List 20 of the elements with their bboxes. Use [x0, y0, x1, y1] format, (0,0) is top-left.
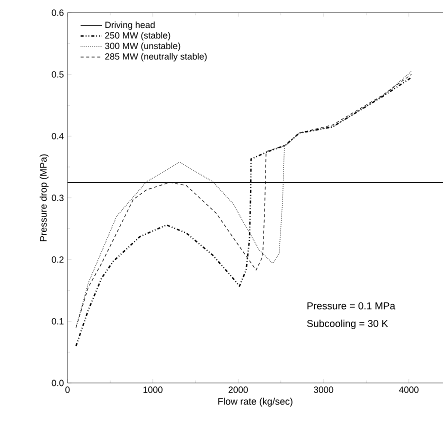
annotation: Pressure = 0.1 MPa: [307, 302, 396, 310]
x-tick-label: 1000: [144, 386, 163, 393]
x-tick-label: 3000: [314, 386, 334, 393]
y-tick-label: 0.1: [52, 318, 64, 324]
y-tick-label: 0.2: [52, 256, 64, 263]
legend-label: 285 MW (neutrally stable): [105, 53, 207, 62]
x-tick-label: 0: [65, 386, 70, 393]
y-tick-label: 0.3: [52, 194, 64, 202]
x-tick-label: 2000: [228, 386, 248, 393]
y-tick-label: 0.6: [52, 10, 64, 16]
y-tick-label: 0.0: [52, 380, 64, 386]
y-tick-label: 0.4: [52, 132, 64, 140]
x-axis-title: Flow rate (kg/sec): [218, 398, 292, 407]
legend-label: 250 MW (stable): [105, 32, 170, 40]
y-axis-title: Pressure drop (MPa): [40, 154, 49, 242]
annotation: Subcooling = 30 K: [307, 320, 388, 330]
x-tick-label: 4000: [399, 386, 419, 393]
legend-label: 300 MW (unstable): [105, 42, 180, 51]
legend-label: Driving head: [105, 21, 155, 30]
y-tick-label: 0.5: [52, 71, 64, 78]
